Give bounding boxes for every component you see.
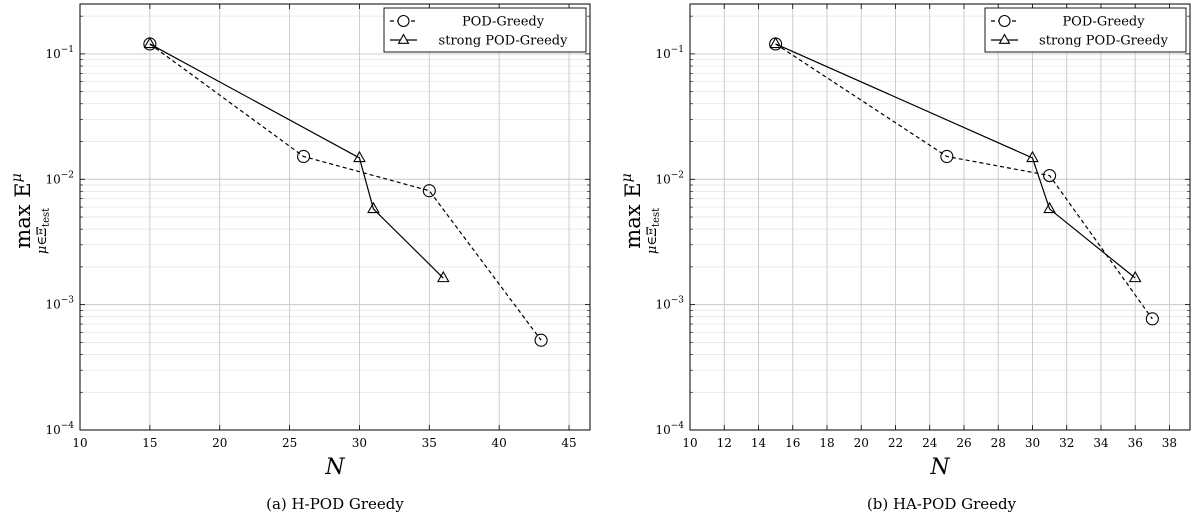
y-axis-label: max Eμμ∈Ξtest	[9, 173, 52, 254]
triangle-marker	[367, 201, 380, 214]
x-tick-label: 20	[212, 436, 227, 450]
x-tick-label: 28	[991, 436, 1006, 450]
y-tick-base: 10	[655, 298, 670, 312]
y-tick-exp: −3	[61, 296, 75, 306]
y-axis-label-main: max Eμ	[619, 173, 645, 248]
y-axis-label-text: max E	[11, 182, 35, 248]
x-tick-label: 34	[1093, 436, 1109, 450]
y-tick-exp: −1	[61, 45, 74, 55]
triangle-marker	[1026, 150, 1039, 163]
caption-a: (a) H-POD Greedy	[266, 495, 404, 513]
x-axis-label: N	[929, 455, 950, 480]
y-tick-exp: −4	[671, 421, 685, 431]
y-axis-label-subscript-main: μ∈Ξ	[645, 226, 660, 254]
x-tick-label: 15	[142, 436, 157, 450]
y-tick-label: 10−1	[45, 45, 74, 61]
x-tick-label: 35	[422, 436, 437, 450]
plot-frame	[79, 3, 591, 431]
y-axis-label-main: max Eμ	[9, 173, 35, 248]
y-axis-label-subscript-tail: test	[651, 208, 662, 227]
x-tick-label: 38	[1162, 436, 1177, 450]
y-axis-label-subscript-main: μ∈Ξ	[35, 226, 50, 254]
y-tick-exp: −4	[61, 421, 75, 431]
x-tick-label: 22	[888, 436, 903, 450]
triangle-marker	[1128, 270, 1142, 283]
legend-box	[984, 7, 1187, 53]
x-tick-label: 16	[785, 436, 800, 450]
chart-b: 10−110−210−310−410 12 14 16 18 20 22 24 26 28 30 32…	[619, 3, 1191, 480]
x-tick-label: 26	[956, 436, 971, 450]
circle-marker	[297, 149, 311, 164]
legend-box	[383, 7, 587, 53]
triangle-marker	[143, 36, 157, 49]
caption-b: (b) HA-POD Greedy	[866, 495, 1017, 513]
series-line-strong-pod-greedy	[149, 43, 444, 279]
y-axis-label: max Eμμ∈Ξtest	[619, 173, 662, 254]
y-axis-label-subscript-tail: test	[41, 208, 52, 227]
y-axis-label-superscript: μ	[9, 173, 25, 182]
y-axis-label-superscript: μ	[619, 173, 635, 182]
y-tick-base: 10	[45, 47, 60, 61]
triangle-marker	[353, 150, 366, 163]
chart-a: 10−110−210−310−410 15 20 25 30 35 40 45POD-Gree…	[9, 3, 591, 480]
series-line-strong-pod-greedy	[775, 43, 1136, 279]
x-tick-label: 18	[819, 436, 834, 450]
x-tick-label: 14	[751, 436, 767, 450]
x-axis-label: N	[324, 455, 345, 480]
legend-label: POD-Greedy	[1062, 15, 1145, 30]
legend-label: POD-Greedy	[462, 15, 545, 30]
x-tick-label: 25	[282, 436, 297, 450]
triangle-marker	[1043, 201, 1056, 214]
x-tick-label: 40	[492, 436, 507, 450]
x-tick-label: 32	[1059, 436, 1074, 450]
y-tick-base: 10	[45, 423, 60, 437]
legend-label: strong POD-Greedy	[439, 34, 569, 49]
circle-marker	[1145, 312, 1159, 326]
y-tick-label: 10−4	[45, 421, 74, 437]
chart-panel-b: 10−1 10−2 10−3 10−4 10 12 14 16 18 20 22 24 26 28 30 32…	[597, 0, 1193, 524]
y-tick-base: 10	[655, 47, 670, 61]
y-tick-label: 10−2	[45, 170, 74, 186]
legend-triangle-marker	[397, 33, 410, 44]
y-axis-label-subscript: μ∈Ξtest	[645, 208, 662, 254]
x-tick-label: 20	[854, 436, 869, 450]
y-tick-base: 10	[45, 298, 60, 312]
triangle-marker	[436, 270, 450, 283]
legend-circle-marker	[998, 14, 1011, 28]
y-axis-label-subscript: μ∈Ξtest	[35, 208, 52, 254]
y-tick-exp: −3	[671, 296, 685, 306]
y-tick-base: 10	[45, 172, 60, 186]
y-tick-exp: −1	[671, 45, 684, 55]
x-tick-label: 10	[682, 436, 697, 450]
y-axis-label-text: max E	[621, 182, 645, 248]
chart-panel-a: 10−1 10−2 10−3 10−4 10 15 20 25 30 35 40 45 POD-Gree…	[9, 3, 591, 513]
x-tick-label: 30	[1025, 436, 1040, 450]
y-tick-label: 10−4	[655, 421, 684, 437]
y-tick-label: 10−3	[655, 296, 684, 312]
y-tick-label: 10−2	[655, 170, 684, 186]
x-tick-label: 30	[352, 436, 367, 450]
circle-marker	[1043, 169, 1057, 183]
x-tick-label: 36	[1128, 436, 1143, 450]
x-tick-label: 24	[922, 436, 938, 450]
x-tick-label: 45	[561, 436, 576, 450]
y-tick-base: 10	[655, 172, 670, 186]
y-tick-exp: −2	[61, 170, 74, 180]
circle-marker	[422, 184, 436, 198]
plot-frame	[689, 3, 1191, 431]
y-tick-label: 10−1	[655, 45, 684, 61]
y-tick-exp: −2	[671, 170, 684, 180]
triangle-marker	[769, 36, 782, 49]
y-tick-base: 10	[655, 423, 670, 437]
circle-marker	[534, 333, 548, 347]
series-line-pod-greedy	[149, 43, 542, 341]
y-tick-label: 10−3	[45, 296, 74, 312]
x-tick-label: 12	[717, 436, 732, 450]
legend-triangle-marker	[998, 33, 1011, 44]
legend-circle-marker	[397, 14, 410, 28]
circle-marker	[940, 149, 954, 164]
legend-label: strong POD-Greedy	[1039, 34, 1169, 49]
x-tick-label: 10	[72, 436, 87, 450]
